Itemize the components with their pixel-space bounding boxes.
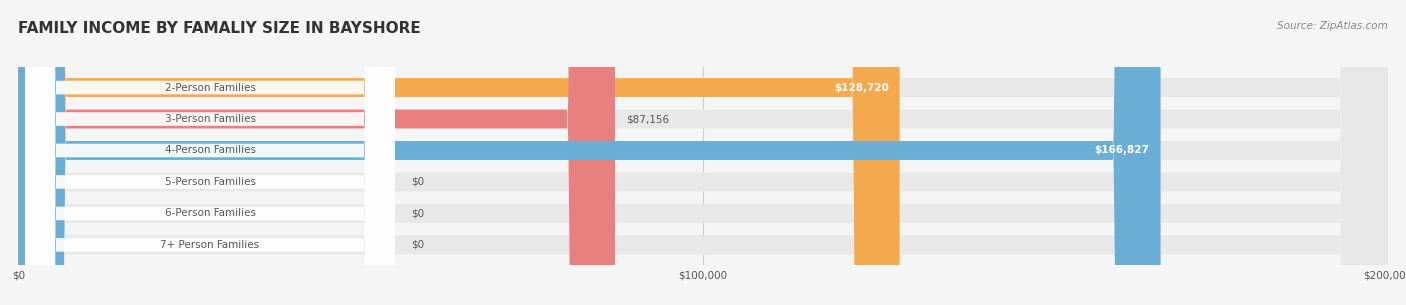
- Text: $166,827: $166,827: [1095, 145, 1150, 156]
- Text: 4-Person Families: 4-Person Families: [165, 145, 256, 156]
- FancyBboxPatch shape: [18, 0, 900, 305]
- FancyBboxPatch shape: [25, 0, 395, 305]
- FancyBboxPatch shape: [18, 0, 1388, 305]
- FancyBboxPatch shape: [25, 0, 395, 305]
- Text: $87,156: $87,156: [626, 114, 669, 124]
- Text: 3-Person Families: 3-Person Families: [165, 114, 256, 124]
- FancyBboxPatch shape: [18, 0, 1388, 305]
- FancyBboxPatch shape: [18, 0, 1388, 305]
- FancyBboxPatch shape: [18, 0, 1388, 305]
- FancyBboxPatch shape: [18, 0, 614, 305]
- Text: $0: $0: [412, 240, 425, 250]
- Text: FAMILY INCOME BY FAMALIY SIZE IN BAYSHORE: FAMILY INCOME BY FAMALIY SIZE IN BAYSHOR…: [18, 21, 420, 36]
- Text: 6-Person Families: 6-Person Families: [165, 208, 256, 218]
- Text: $128,720: $128,720: [834, 83, 889, 92]
- FancyBboxPatch shape: [18, 0, 1388, 305]
- Text: Source: ZipAtlas.com: Source: ZipAtlas.com: [1277, 21, 1388, 31]
- FancyBboxPatch shape: [25, 0, 395, 305]
- FancyBboxPatch shape: [25, 0, 395, 305]
- Text: $0: $0: [412, 208, 425, 218]
- FancyBboxPatch shape: [18, 0, 1160, 305]
- FancyBboxPatch shape: [18, 0, 1388, 305]
- Text: 5-Person Families: 5-Person Families: [165, 177, 256, 187]
- FancyBboxPatch shape: [25, 0, 395, 305]
- Text: $0: $0: [412, 177, 425, 187]
- Text: 2-Person Families: 2-Person Families: [165, 83, 256, 92]
- Text: 7+ Person Families: 7+ Person Families: [160, 240, 260, 250]
- FancyBboxPatch shape: [25, 0, 395, 305]
